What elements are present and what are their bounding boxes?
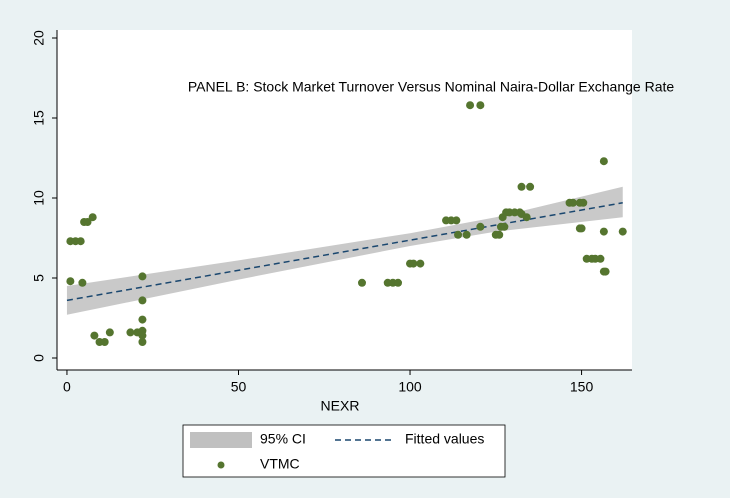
scatter-point [517,182,526,191]
scatter-point [526,182,535,191]
x-tick-label: 50 [231,379,247,395]
scatter-point [495,230,504,239]
scatter-point [601,267,610,276]
legend-label: VTMC [260,456,300,472]
scatter-point [416,259,425,268]
x-tick-label: 100 [398,379,422,395]
scatter-point [476,222,485,231]
plot-layer [66,101,627,346]
y-tick-label: 15 [31,110,47,126]
scatter-point [138,331,147,340]
scatter-point [596,254,605,263]
scatter-point [409,259,418,268]
scatter-point [126,328,135,337]
y-tick-label: 20 [31,30,47,46]
scatter-point [138,296,147,305]
scatter-point [618,227,627,236]
y-tick-label: 0 [31,354,47,362]
scatter-point [579,198,588,207]
legend: 95% CI Fitted values VTMC [190,431,484,472]
scatter-point [66,277,75,286]
legend-label: Fitted values [405,431,484,447]
x-axis-label: NEXR [321,398,360,414]
scatter-point [83,218,92,226]
scatter-point [394,278,403,287]
scatter-point [577,224,586,233]
scatter-point [522,213,531,222]
scatter-point [599,227,608,236]
scatter-point [138,338,147,346]
legend-swatch [217,461,225,469]
scatter-point [452,216,461,225]
scatter-point [90,331,99,340]
scatter-point [462,230,471,239]
scatter-point [88,213,97,222]
plot-area [57,30,632,370]
ci-band [66,186,623,315]
scatter-point [500,222,509,231]
chart-title: PANEL B: Stock Market Turnover Versus No… [188,79,675,95]
scatter-point [476,101,485,110]
x-tick-label: 0 [63,379,71,395]
scatter-point [138,272,147,281]
y-tick-label: 5 [31,274,47,282]
scatter-point [357,278,366,287]
scatter-point [78,278,87,287]
legend-swatch [190,432,252,448]
y-tick-label: 10 [31,190,47,206]
legend-label: 95% CI [260,431,306,447]
scatter-point [454,230,463,239]
scatter-point [599,157,608,166]
scatter-point [105,328,114,337]
x-tick-label: 150 [570,379,594,395]
scatter-point [100,338,109,346]
scatter-point [568,198,577,207]
scatter-point [466,101,475,110]
scatter-point [76,237,85,246]
scatter-point [138,315,147,324]
